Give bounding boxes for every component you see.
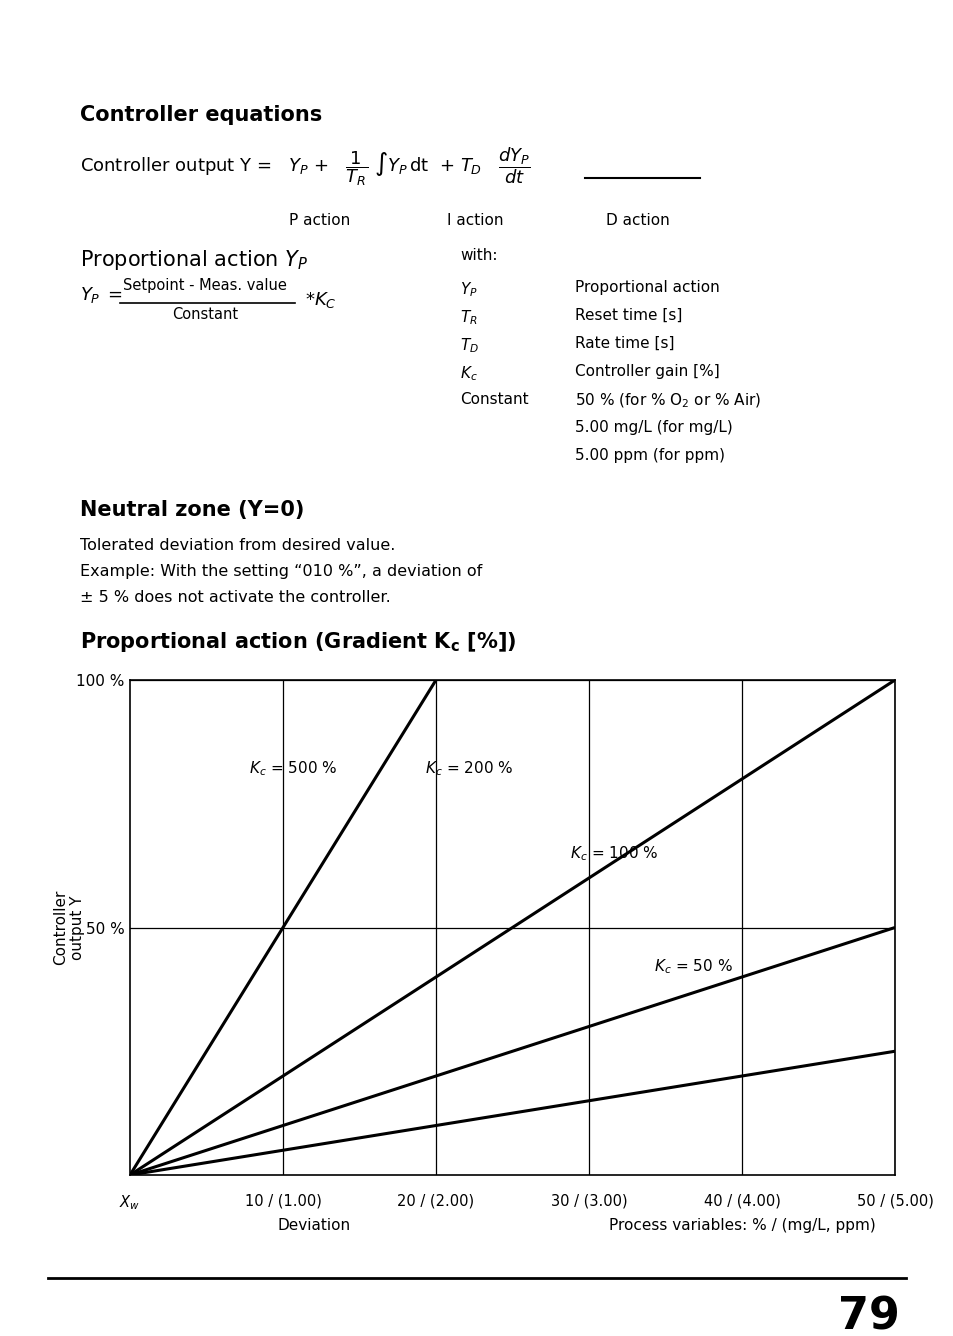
Text: $Y_P\;=$: $Y_P\;=$ — [80, 285, 123, 305]
Text: 5.00 ppm (for ppm): 5.00 ppm (for ppm) — [575, 448, 724, 464]
Text: Neutral zone (Y=0): Neutral zone (Y=0) — [80, 500, 304, 520]
Text: $* K_C$: $* K_C$ — [305, 290, 336, 310]
Text: ± 5 % does not activate the controller.: ± 5 % does not activate the controller. — [80, 591, 391, 605]
Text: Reset time [s]: Reset time [s] — [575, 309, 681, 323]
Text: $X_w$: $X_w$ — [119, 1193, 140, 1212]
Text: Example: With the setting “010 %”, a deviation of: Example: With the setting “010 %”, a dev… — [80, 564, 482, 578]
Text: Tolerated deviation from desired value.: Tolerated deviation from desired value. — [80, 538, 395, 553]
Text: $K_c$: $K_c$ — [459, 363, 477, 382]
Text: Proportional action: Proportional action — [575, 281, 719, 295]
Text: D action: D action — [605, 212, 669, 228]
Text: 5.00 mg/L (for mg/L): 5.00 mg/L (for mg/L) — [575, 420, 732, 436]
Text: $K_c$ = 500 %: $K_c$ = 500 % — [249, 760, 336, 779]
Text: Process variables: % / (mg/L, ppm): Process variables: % / (mg/L, ppm) — [608, 1218, 875, 1233]
Text: $T_D$: $T_D$ — [459, 335, 478, 354]
Text: 40 / (4.00): 40 / (4.00) — [702, 1193, 780, 1208]
Text: $K_c$ = 50 %: $K_c$ = 50 % — [654, 958, 732, 977]
Text: $T_R$: $T_R$ — [459, 309, 477, 327]
Text: 50 / (5.00): 50 / (5.00) — [856, 1193, 932, 1208]
Text: 79: 79 — [838, 1295, 899, 1336]
Text: Deviation: Deviation — [276, 1218, 350, 1233]
Text: with:: with: — [459, 248, 497, 263]
Text: I action: I action — [446, 212, 503, 228]
Text: Setpoint - Meas. value: Setpoint - Meas. value — [123, 278, 287, 293]
Text: 30 / (3.00): 30 / (3.00) — [550, 1193, 627, 1208]
Text: Proportional action (Gradient $\mathbf{K_c}$ [%]): Proportional action (Gradient $\mathbf{K… — [80, 631, 516, 655]
Text: Constant: Constant — [172, 307, 238, 322]
Text: 50 % (for % O$_2$ or % Air): 50 % (for % O$_2$ or % Air) — [575, 391, 760, 410]
Text: $K_c$ = 100 %: $K_c$ = 100 % — [569, 844, 658, 863]
Text: $K_c$ = 200 %: $K_c$ = 200 % — [424, 760, 513, 779]
Text: Controller gain [%]: Controller gain [%] — [575, 363, 719, 379]
Text: 20 / (2.00): 20 / (2.00) — [397, 1193, 474, 1208]
Y-axis label: Controller
output Y: Controller output Y — [52, 890, 85, 965]
Text: Constant: Constant — [459, 391, 528, 407]
Text: 10 / (1.00): 10 / (1.00) — [244, 1193, 321, 1208]
Text: Rate time [s]: Rate time [s] — [575, 335, 674, 351]
Text: Controller output Y =   $Y_P$ +   $\dfrac{1}{T_R}$ $\int Y_P\,\mathrm{dt}$  + $T: Controller output Y = $Y_P$ + $\dfrac{1}… — [80, 146, 530, 187]
Text: Proportional action $Y_P$: Proportional action $Y_P$ — [80, 248, 308, 273]
Text: $Y_P$: $Y_P$ — [459, 281, 477, 299]
Text: P action: P action — [289, 212, 351, 228]
Text: Controller equations: Controller equations — [80, 106, 322, 126]
